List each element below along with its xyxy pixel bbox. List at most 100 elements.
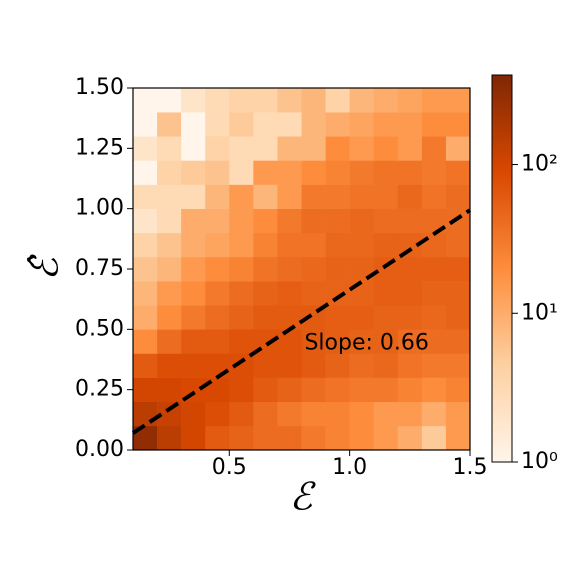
heatmap-cell [205,136,230,161]
heatmap-cell [277,112,302,137]
heatmap-cell [349,88,375,113]
heatmap-cell [397,425,423,451]
heatmap-cell [205,425,230,451]
heatmap-cell [397,305,423,330]
heatmap-cell [325,136,350,161]
heatmap-cell [325,88,350,113]
colorbar-tick-label: 10² [521,152,558,177]
heatmap-cell [397,136,423,161]
heatmap-cell [181,112,206,137]
heatmap-cell [277,208,302,234]
heatmap-cell [301,377,326,403]
heatmap-cell [157,136,182,161]
heatmap-cell [205,232,230,258]
heatmap-cell [397,377,423,403]
heatmap-cell [349,281,375,306]
colorbar-tick-label: 10¹ [521,300,558,325]
heatmap-cell [325,377,350,403]
heatmap-cell [325,353,350,378]
heatmap-cell [133,329,158,354]
heatmap-cell [397,184,423,209]
heatmap-cell [373,425,399,451]
heatmap-cell [133,136,158,161]
heatmap-cell [229,136,254,161]
heatmap-cell [277,281,302,306]
heatmap-cell [277,160,302,185]
x-axis-label: ℰ [289,475,316,519]
heatmap-cell [277,401,302,427]
heatmap-cell [397,353,423,378]
heatmap-cell [157,208,182,234]
heatmap-cell [421,401,447,427]
heatmap-cell [181,136,206,161]
heatmap-cell [349,329,375,354]
annotation: Slope: 0.66 [304,330,428,355]
heatmap-cell [349,208,375,234]
heatmap-cell [157,305,182,330]
heatmap-cell [157,353,182,378]
heatmap-cell [397,208,423,234]
heatmap-cell [445,377,471,403]
heatmap-cell [133,256,158,282]
heatmap-cell [133,88,158,113]
heatmap-cell [397,401,423,427]
heatmap-cell [181,425,206,451]
colorbar [491,74,513,463]
heatmap-cell [301,136,326,161]
heatmap-cell [253,136,278,161]
heatmap-cell [397,256,423,282]
heatmap-cell [205,329,230,354]
heatmap-cell [181,160,206,185]
heatmap-cell [277,425,302,451]
heatmap-cell [325,281,350,306]
heatmap-cell [157,281,182,306]
heatmap-cell [277,88,302,113]
heatmap-cell [253,88,278,113]
heatmap-cell [253,112,278,137]
heatmap-cell [301,208,326,234]
heatmap-cell [229,232,254,258]
heatmap-cell [421,184,447,209]
heatmap-cell [445,281,471,306]
heatmap-cell [301,112,326,137]
heatmap-cell [229,329,254,354]
heatmap-cell [325,232,350,258]
heatmap-cell [181,256,206,282]
heatmap-cell [133,377,158,403]
heatmap-cell [229,160,254,185]
heatmap-cell [133,112,158,137]
heatmap-cell [373,160,399,185]
heatmap-cell [133,401,158,427]
heatmap-cell [349,377,375,403]
heatmap-cell [349,184,375,209]
heatmap-cell [445,136,471,161]
heatmap-cell [301,88,326,113]
heatmap-cell [181,353,206,378]
heatmap-cell [157,184,182,209]
heatmap-cell [349,353,375,378]
heatmap-cell [253,281,278,306]
heatmap-cell [445,184,471,209]
heatmap-cell [253,256,278,282]
heatmap-cell [133,281,158,306]
heatmap-cell [397,281,423,306]
heatmap-cell [277,136,302,161]
y-tick-label: 0.50 [75,316,124,341]
heatmap-cell [277,232,302,258]
heatmap-cell [349,136,375,161]
heatmap-cell [421,425,447,451]
heatmap-cell [253,401,278,427]
heatmap-cell [373,305,399,330]
heatmap-cell [421,112,447,137]
heatmap-cell [133,305,158,330]
heatmap-cell [181,305,206,330]
heatmap-cell [421,256,447,282]
heatmap-cell [325,160,350,185]
heatmap-cell [205,112,230,137]
heatmap-cell [181,401,206,427]
heatmap-cell [277,353,302,378]
y-axis-label: ℰ̂ [23,254,67,281]
heatmap-cell [133,232,158,258]
heatmap-cell [421,329,447,354]
